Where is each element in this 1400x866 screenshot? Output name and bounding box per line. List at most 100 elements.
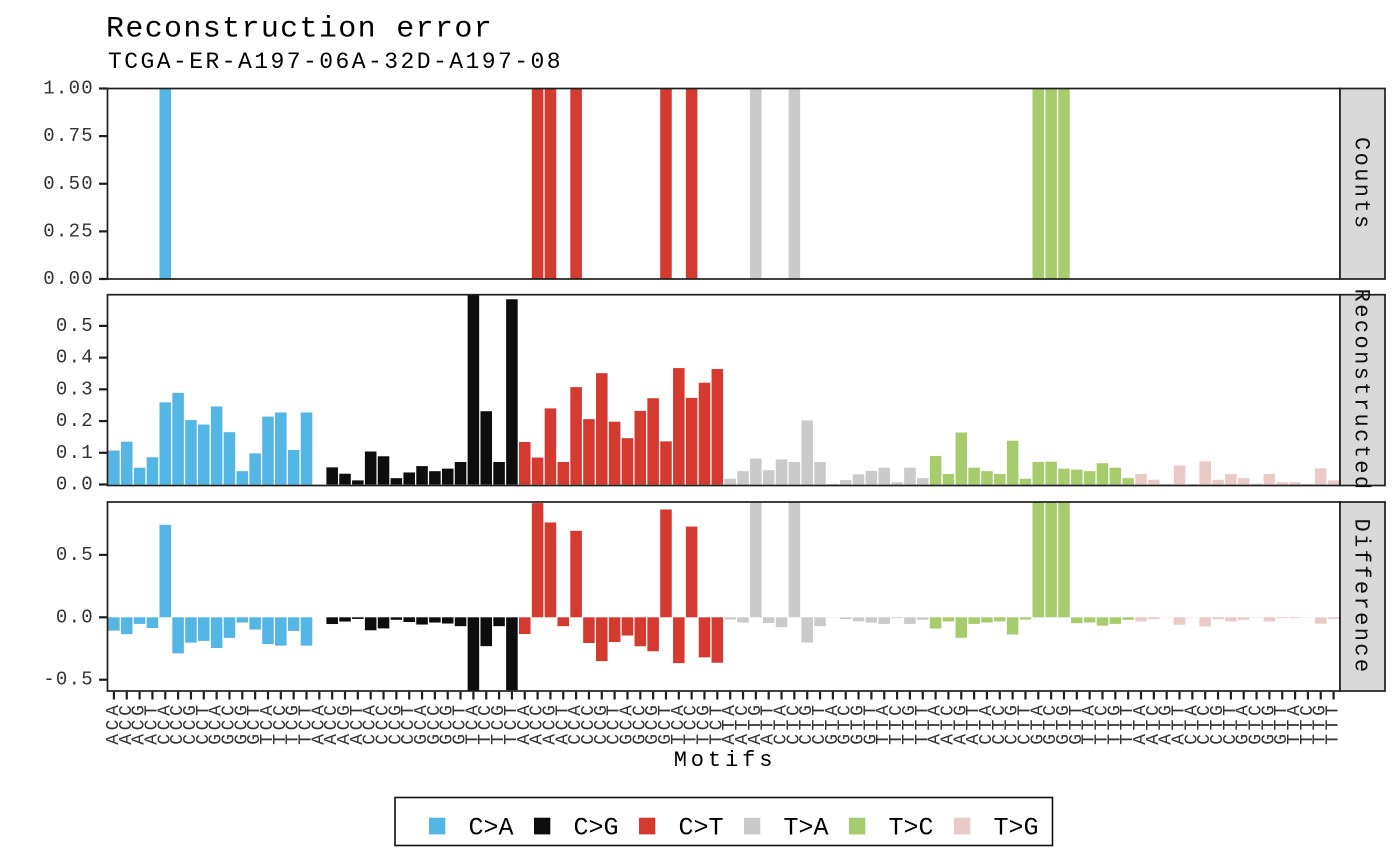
- svg-text:TTG: TTG: [1105, 702, 1125, 745]
- svg-text:GTG: GTG: [1259, 702, 1279, 745]
- svg-text:GCT: GCT: [656, 702, 676, 745]
- svg-text:CTG: CTG: [1208, 702, 1228, 745]
- svg-text:ACA: ACA: [104, 702, 124, 745]
- svg-text:CCG: CCG: [592, 702, 612, 745]
- svg-text:GTA: GTA: [823, 702, 843, 745]
- svg-text:GCG: GCG: [232, 702, 252, 745]
- svg-text:CTG: CTG: [1003, 702, 1023, 745]
- svg-text:GCA: GCA: [617, 702, 637, 745]
- svg-text:GCT: GCT: [245, 702, 265, 745]
- svg-text:CCT: CCT: [399, 702, 419, 745]
- svg-text:C>T: C>T: [679, 814, 724, 843]
- svg-text:TCT: TCT: [707, 702, 727, 745]
- svg-text:0.0: 0.0: [56, 606, 94, 628]
- svg-text:CTA: CTA: [977, 701, 997, 744]
- svg-text:ATT: ATT: [964, 702, 984, 745]
- svg-text:GTC: GTC: [1247, 702, 1267, 745]
- svg-text:CTA: CTA: [1182, 702, 1202, 745]
- svg-text:CTT: CTT: [1015, 702, 1035, 745]
- svg-text:GCA: GCA: [207, 702, 227, 745]
- svg-text:GCC: GCC: [219, 702, 239, 745]
- svg-text:CCA: CCA: [361, 702, 381, 745]
- svg-text:0.00: 0.00: [43, 268, 94, 290]
- svg-text:ATC: ATC: [938, 702, 958, 745]
- svg-text:CCC: CCC: [374, 702, 394, 745]
- svg-text:TTC: TTC: [1298, 702, 1318, 745]
- svg-text:TCG: TCG: [489, 702, 509, 745]
- svg-text:TCG: TCG: [284, 702, 304, 745]
- svg-text:TCC: TCC: [682, 702, 702, 745]
- svg-text:C>A: C>A: [469, 814, 514, 843]
- svg-text:TTA: TTA: [874, 702, 894, 745]
- svg-text:TCA: TCA: [463, 702, 483, 745]
- svg-text:ACA: ACA: [515, 702, 535, 745]
- svg-text:TCG: TCG: [694, 702, 714, 745]
- svg-text:C>G: C>G: [574, 814, 619, 843]
- svg-text:GCA: GCA: [412, 702, 432, 745]
- svg-text:GTT: GTT: [1272, 702, 1292, 745]
- svg-text:CTG: CTG: [797, 702, 817, 745]
- svg-text:GTT: GTT: [861, 702, 881, 745]
- svg-text:Counts: Counts: [1349, 137, 1374, 231]
- svg-text:TTT: TTT: [913, 702, 933, 745]
- svg-text:Difference: Difference: [1349, 518, 1374, 674]
- svg-text:CCA: CCA: [566, 702, 586, 745]
- svg-text:0.0: 0.0: [56, 474, 94, 496]
- svg-text:GTC: GTC: [1041, 702, 1061, 745]
- svg-text:CTC: CTC: [1195, 702, 1215, 745]
- svg-text:ACT: ACT: [142, 702, 162, 745]
- svg-text:TCT: TCT: [502, 702, 522, 745]
- svg-text:GTA: GTA: [1234, 702, 1254, 745]
- svg-text:CCT: CCT: [605, 702, 625, 745]
- svg-text:GTG: GTG: [849, 702, 869, 745]
- svg-text:CTA: CTA: [772, 702, 792, 745]
- svg-text:TCT: TCT: [297, 702, 317, 745]
- svg-text:ACG: ACG: [130, 702, 150, 745]
- svg-text:CCT: CCT: [194, 702, 214, 745]
- svg-text:TTA: TTA: [1285, 702, 1305, 745]
- svg-text:T>C: T>C: [889, 814, 934, 843]
- svg-text:0.1: 0.1: [56, 442, 94, 464]
- svg-text:CTC: CTC: [990, 702, 1010, 745]
- svg-text:Reconstruction error: Reconstruction error: [106, 13, 493, 47]
- svg-text:0.5: 0.5: [56, 544, 94, 566]
- svg-text:GCG: GCG: [643, 702, 663, 745]
- svg-text:0.25: 0.25: [43, 220, 94, 242]
- svg-text:ACG: ACG: [335, 702, 355, 745]
- svg-text:TTC: TTC: [887, 702, 907, 745]
- svg-text:TTT: TTT: [1118, 702, 1138, 745]
- svg-text:ATG: ATG: [746, 702, 766, 745]
- svg-text:CCC: CCC: [579, 702, 599, 745]
- svg-text:GCC: GCC: [425, 702, 445, 745]
- svg-text:0.3: 0.3: [56, 378, 94, 400]
- svg-text:Reconstructed: Reconstructed: [1349, 289, 1374, 492]
- svg-text:ATT: ATT: [759, 702, 779, 745]
- svg-text:Motifs: Motifs: [674, 748, 777, 773]
- svg-text:TCA: TCA: [669, 702, 689, 745]
- svg-text:CCG: CCG: [386, 702, 406, 745]
- svg-text:TTT: TTT: [1324, 702, 1344, 745]
- svg-text:TCC: TCC: [476, 702, 496, 745]
- svg-text:ATG: ATG: [1157, 702, 1177, 745]
- svg-text:ATC: ATC: [733, 702, 753, 745]
- svg-text:ATT: ATT: [1170, 702, 1190, 745]
- svg-text:0.2: 0.2: [56, 410, 94, 432]
- svg-text:ACC: ACC: [528, 702, 548, 745]
- svg-text:CCG: CCG: [181, 702, 201, 745]
- svg-text:ATG: ATG: [951, 702, 971, 745]
- svg-text:ACT: ACT: [348, 702, 368, 745]
- svg-text:ATA: ATA: [1131, 702, 1151, 745]
- svg-text:GCT: GCT: [451, 702, 471, 745]
- svg-text:ATC: ATC: [1144, 702, 1164, 745]
- svg-text:ACC: ACC: [117, 702, 137, 745]
- svg-text:TCGA-ER-A197-06A-32D-A197-08: TCGA-ER-A197-06A-32D-A197-08: [108, 49, 563, 75]
- svg-text:T>A: T>A: [784, 814, 829, 843]
- svg-text:0.4: 0.4: [56, 347, 94, 369]
- svg-text:GCC: GCC: [630, 702, 650, 745]
- svg-text:TTA: TTA: [1080, 702, 1100, 745]
- svg-text:TTG: TTG: [1311, 702, 1331, 745]
- svg-text:TTG: TTG: [900, 702, 920, 745]
- svg-text:ACT: ACT: [553, 702, 573, 745]
- svg-text:GTC: GTC: [836, 702, 856, 745]
- svg-text:0.75: 0.75: [43, 125, 94, 147]
